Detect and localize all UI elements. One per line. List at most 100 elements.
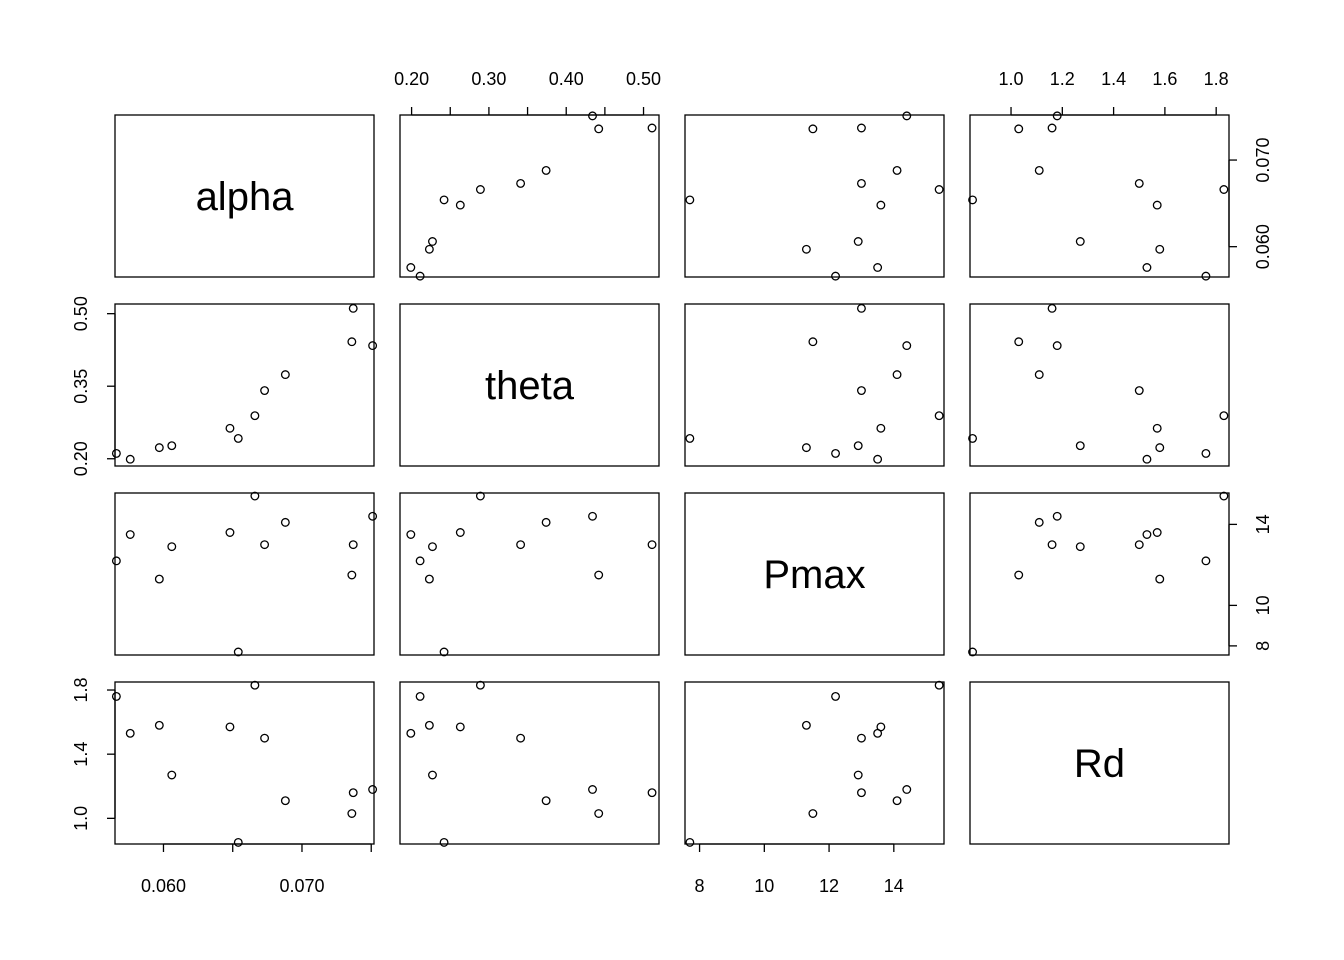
point-Rd-vs-alpha-11: [368, 785, 378, 794]
point-theta-vs-Pmax-10: [856, 303, 866, 313]
point-Rd-vs-theta-11: [588, 785, 597, 794]
tick-label-side-alpha-0: 0.060: [1253, 224, 1273, 269]
tick-label-side-Rd-0: 1.0: [71, 806, 91, 831]
point-alpha-vs-Pmax-4: [876, 200, 886, 210]
point-Pmax-vs-alpha-10: [348, 540, 358, 550]
point-alpha-vs-Rd-10: [1047, 123, 1057, 133]
tick-label-alpha-1: 0.070: [279, 876, 324, 896]
point-Pmax-vs-alpha-1: [125, 530, 135, 539]
point-theta-vs-Pmax-3: [853, 441, 863, 451]
point-Pmax-vs-theta-6: [475, 491, 485, 501]
point-Rd-vs-alpha-5: [233, 837, 243, 847]
point-Rd-vs-alpha-3: [167, 770, 177, 780]
point-Pmax-vs-alpha-11: [368, 511, 378, 521]
point-Pmax-vs-theta-10: [647, 540, 657, 550]
point-theta-vs-Rd-4: [1152, 423, 1162, 433]
point-theta-vs-Rd-7: [1134, 386, 1144, 396]
point-theta-vs-alpha-7: [260, 386, 270, 396]
point-theta-vs-Rd-2: [1155, 443, 1165, 453]
point-Pmax-vs-theta-11: [588, 511, 597, 521]
point-Pmax-vs-alpha-7: [260, 540, 270, 550]
point-Rd-vs-alpha-9: [347, 809, 357, 818]
point-alpha-vs-Rd-7: [1134, 178, 1144, 188]
point-alpha-vs-Pmax-11: [902, 111, 912, 121]
point-Pmax-vs-theta-8: [541, 517, 551, 527]
point-alpha-vs-Pmax-7: [856, 178, 866, 188]
point-alpha-vs-theta-10: [647, 123, 657, 133]
tick-label-Pmax-3: 14: [884, 876, 904, 896]
point-alpha-vs-theta-7: [516, 178, 526, 188]
point-alpha-vs-theta-1: [406, 263, 416, 272]
point-Pmax-vs-theta-4: [455, 528, 465, 537]
point-Rd-vs-alpha-8: [280, 796, 290, 806]
point-alpha-vs-theta-0: [415, 271, 425, 281]
point-alpha-vs-theta-11: [588, 111, 597, 121]
point-theta-vs-alpha-8: [280, 370, 290, 380]
point-alpha-vs-theta-6: [475, 185, 485, 194]
point-Pmax-vs-Rd-6: [1219, 491, 1229, 501]
point-Pmax-vs-theta-3: [428, 542, 437, 552]
point-Rd-vs-Pmax-5: [685, 837, 695, 847]
point-alpha-vs-Pmax-2: [801, 244, 811, 254]
point-theta-vs-Rd-8: [1034, 370, 1044, 380]
point-Rd-vs-Pmax-7: [856, 733, 866, 743]
point-Rd-vs-alpha-6: [250, 680, 260, 690]
point-alpha-vs-theta-9: [594, 124, 604, 134]
point-Rd-vs-theta-10: [647, 788, 657, 798]
point-theta-vs-Pmax-11: [902, 341, 912, 351]
point-Pmax-vs-alpha-4: [225, 528, 235, 537]
point-Pmax-vs-theta-2: [424, 574, 434, 584]
panel-box-Pmax-Pmax: [684, 492, 945, 656]
panel-box-alpha-alpha: [114, 114, 375, 278]
point-Rd-vs-Pmax-10: [856, 788, 866, 798]
point-theta-vs-alpha-5: [233, 433, 243, 443]
tick-label-side-Pmax-1: 10: [1253, 595, 1273, 615]
tick-label-theta-2: 0.40: [549, 69, 584, 89]
tick-label-theta-0: 0.20: [394, 69, 429, 89]
point-alpha-vs-Rd-11: [1052, 111, 1062, 121]
point-alpha-vs-Pmax-5: [685, 195, 695, 205]
point-Rd-vs-alpha-0: [111, 691, 121, 701]
tick-label-side-theta-2: 0.50: [71, 296, 91, 331]
point-Rd-vs-alpha-2: [154, 720, 164, 730]
panel-box-alpha-Rd: [969, 114, 1230, 278]
tick-label-Pmax-0: 8: [695, 876, 705, 896]
point-theta-vs-alpha-11: [368, 341, 378, 351]
point-alpha-vs-Pmax-6: [934, 185, 944, 194]
point-theta-vs-alpha-6: [250, 411, 260, 421]
point-Pmax-vs-alpha-3: [167, 542, 177, 552]
point-Rd-vs-theta-4: [455, 722, 465, 732]
diagonal-label-theta: theta: [485, 364, 575, 408]
point-Pmax-vs-Rd-8: [1034, 517, 1044, 527]
panel-box-Pmax-alpha: [114, 492, 375, 656]
point-alpha-vs-Pmax-1: [873, 263, 883, 272]
point-alpha-vs-Rd-5: [968, 195, 978, 205]
point-Rd-vs-alpha-1: [125, 728, 135, 738]
point-Rd-vs-theta-3: [428, 770, 437, 780]
point-alpha-vs-Pmax-8: [892, 165, 902, 175]
point-theta-vs-Pmax-7: [856, 386, 866, 396]
tick-label-side-alpha-1: 0.070: [1253, 138, 1273, 183]
point-Pmax-vs-Rd-0: [1201, 556, 1211, 566]
point-theta-vs-alpha-9: [347, 337, 357, 347]
point-Pmax-vs-Rd-9: [1014, 570, 1024, 580]
tick-label-Pmax-2: 12: [819, 876, 839, 896]
point-Pmax-vs-alpha-2: [154, 574, 164, 584]
point-alpha-vs-Rd-2: [1155, 244, 1165, 254]
panel-box-Rd-alpha: [114, 681, 375, 845]
point-theta-vs-Pmax-5: [685, 433, 695, 443]
tick-label-theta-3: 0.50: [626, 69, 661, 89]
point-theta-vs-Pmax-2: [801, 443, 811, 453]
point-Rd-vs-theta-8: [541, 796, 551, 806]
point-theta-vs-Rd-6: [1219, 411, 1229, 421]
point-theta-vs-alpha-3: [167, 441, 177, 451]
point-Pmax-vs-Rd-5: [968, 647, 978, 657]
point-alpha-vs-Rd-3: [1075, 237, 1085, 246]
point-theta-vs-Pmax-4: [876, 423, 886, 433]
point-theta-vs-alpha-1: [125, 454, 135, 464]
point-Rd-vs-Pmax-9: [808, 809, 818, 818]
panel-box-Pmax-theta: [399, 492, 660, 656]
point-alpha-vs-Rd-1: [1142, 263, 1152, 272]
point-Rd-vs-Pmax-4: [876, 722, 886, 732]
point-alpha-vs-Rd-9: [1014, 124, 1024, 134]
